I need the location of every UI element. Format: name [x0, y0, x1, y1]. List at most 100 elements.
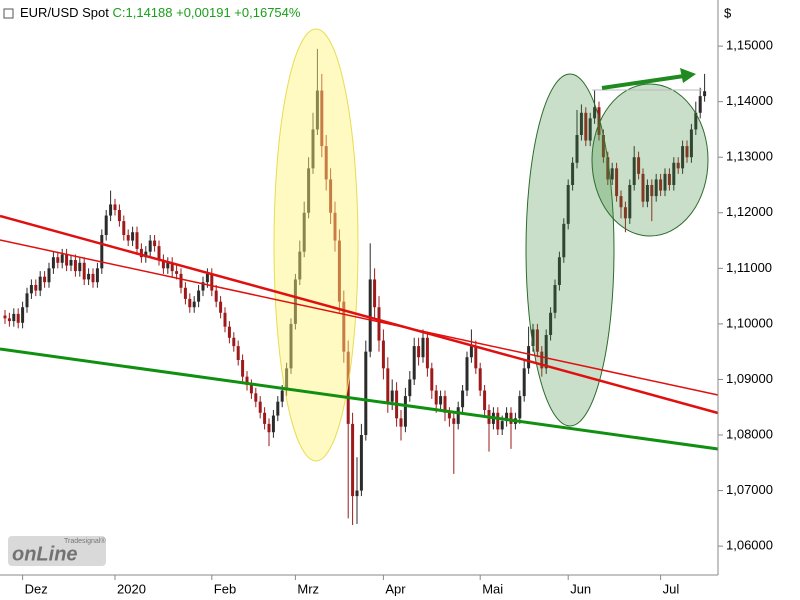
logo-box [8, 536, 106, 566]
candle-body [280, 390, 284, 402]
y-tick-label: 1,07000 [726, 482, 773, 497]
chart-title: EUR/USD Spot C:1,14188 +0,00191 +0,16754… [20, 5, 301, 20]
candle-body [694, 112, 698, 130]
candle-body [597, 107, 601, 135]
candle-body [157, 246, 161, 260]
candle-body [377, 307, 381, 341]
candle-body [619, 196, 623, 208]
highlight-ellipse [273, 28, 359, 462]
candle-body [676, 162, 680, 169]
candle-body [474, 346, 478, 369]
candle-body [298, 251, 302, 280]
candle-body [425, 337, 429, 369]
candle-body [104, 215, 108, 235]
candle-body [443, 396, 447, 413]
arrow-shaft [601, 74, 685, 90]
candle-body [615, 168, 619, 197]
candle-body [417, 346, 421, 358]
candle-body [659, 179, 663, 191]
candle-body [56, 257, 60, 263]
annotations [0, 28, 719, 462]
candle-body [161, 260, 165, 269]
y-tick-label: 1,14000 [726, 93, 773, 108]
candle-body [87, 273, 91, 280]
candle-body [73, 260, 77, 272]
candle-body [29, 285, 33, 294]
candle-body [315, 90, 319, 130]
candle-body [403, 396, 407, 427]
candle-body [588, 118, 592, 141]
candle-body [219, 301, 223, 313]
candle-body [500, 421, 504, 430]
candle-body [386, 368, 390, 402]
candle-body [553, 285, 557, 313]
candle-body [518, 396, 522, 419]
candle-body [549, 312, 553, 335]
candle-body [223, 312, 227, 327]
candle-body [681, 146, 685, 169]
candle-body [276, 401, 280, 416]
candle-body [205, 273, 209, 283]
candle-body [78, 262, 82, 272]
candle-body [373, 279, 377, 308]
candle-body [82, 262, 86, 280]
candle-body [214, 290, 218, 302]
trend-line [0, 347, 719, 451]
candle-body [527, 346, 531, 369]
candle-body [267, 423, 271, 433]
candle-body [575, 135, 579, 163]
candle-body [421, 337, 425, 358]
candle-body [439, 396, 443, 405]
candle-body [25, 293, 29, 308]
x-tick-label: Feb [214, 581, 236, 596]
candle-body [227, 326, 231, 338]
candle-body [249, 385, 253, 394]
candle-body [232, 337, 236, 347]
candle-body [434, 390, 438, 405]
candle-body [632, 157, 636, 185]
x-tick-label: 2020 [117, 581, 146, 596]
candle-body [571, 162, 575, 185]
candle-body [307, 168, 311, 213]
candle-body [131, 232, 135, 241]
candle-body [593, 107, 597, 119]
candle-body [535, 329, 539, 352]
candle-body [645, 185, 649, 202]
candle-body [469, 346, 473, 358]
candle-body [663, 173, 667, 191]
candle-body [122, 221, 126, 235]
y-tick-label: 1,06000 [726, 538, 773, 553]
candle-body [179, 273, 183, 288]
candle-body [333, 212, 337, 241]
candle-body [210, 273, 214, 291]
logo-large: onLine [12, 543, 78, 565]
candle-body [381, 340, 385, 369]
title: EUR/USD Spot [20, 5, 109, 20]
y-tick-label: 1,15000 [726, 38, 773, 53]
candle-body [293, 279, 297, 324]
candle-body [289, 323, 293, 369]
y-unit: $ [724, 5, 732, 20]
candle-body [201, 282, 205, 291]
candle-body [637, 157, 641, 174]
candle-body [34, 285, 38, 291]
candle-body [703, 91, 707, 97]
candle-body [355, 490, 359, 497]
candle-body [452, 418, 456, 424]
candle-body [351, 423, 355, 497]
logo: Tradesignal® onLine [8, 536, 106, 566]
candle-body [139, 248, 143, 258]
candle-body [324, 146, 328, 180]
candle-body [183, 287, 187, 299]
highlight-ellipse [591, 83, 709, 237]
candle-body [7, 318, 11, 322]
candle-body [263, 412, 267, 424]
logo-small: Tradesignal® [64, 537, 106, 545]
candle-body [175, 271, 179, 274]
candle-body [408, 379, 412, 397]
candle-body [540, 351, 544, 369]
candle-body [412, 346, 416, 380]
candle-body [51, 257, 55, 269]
